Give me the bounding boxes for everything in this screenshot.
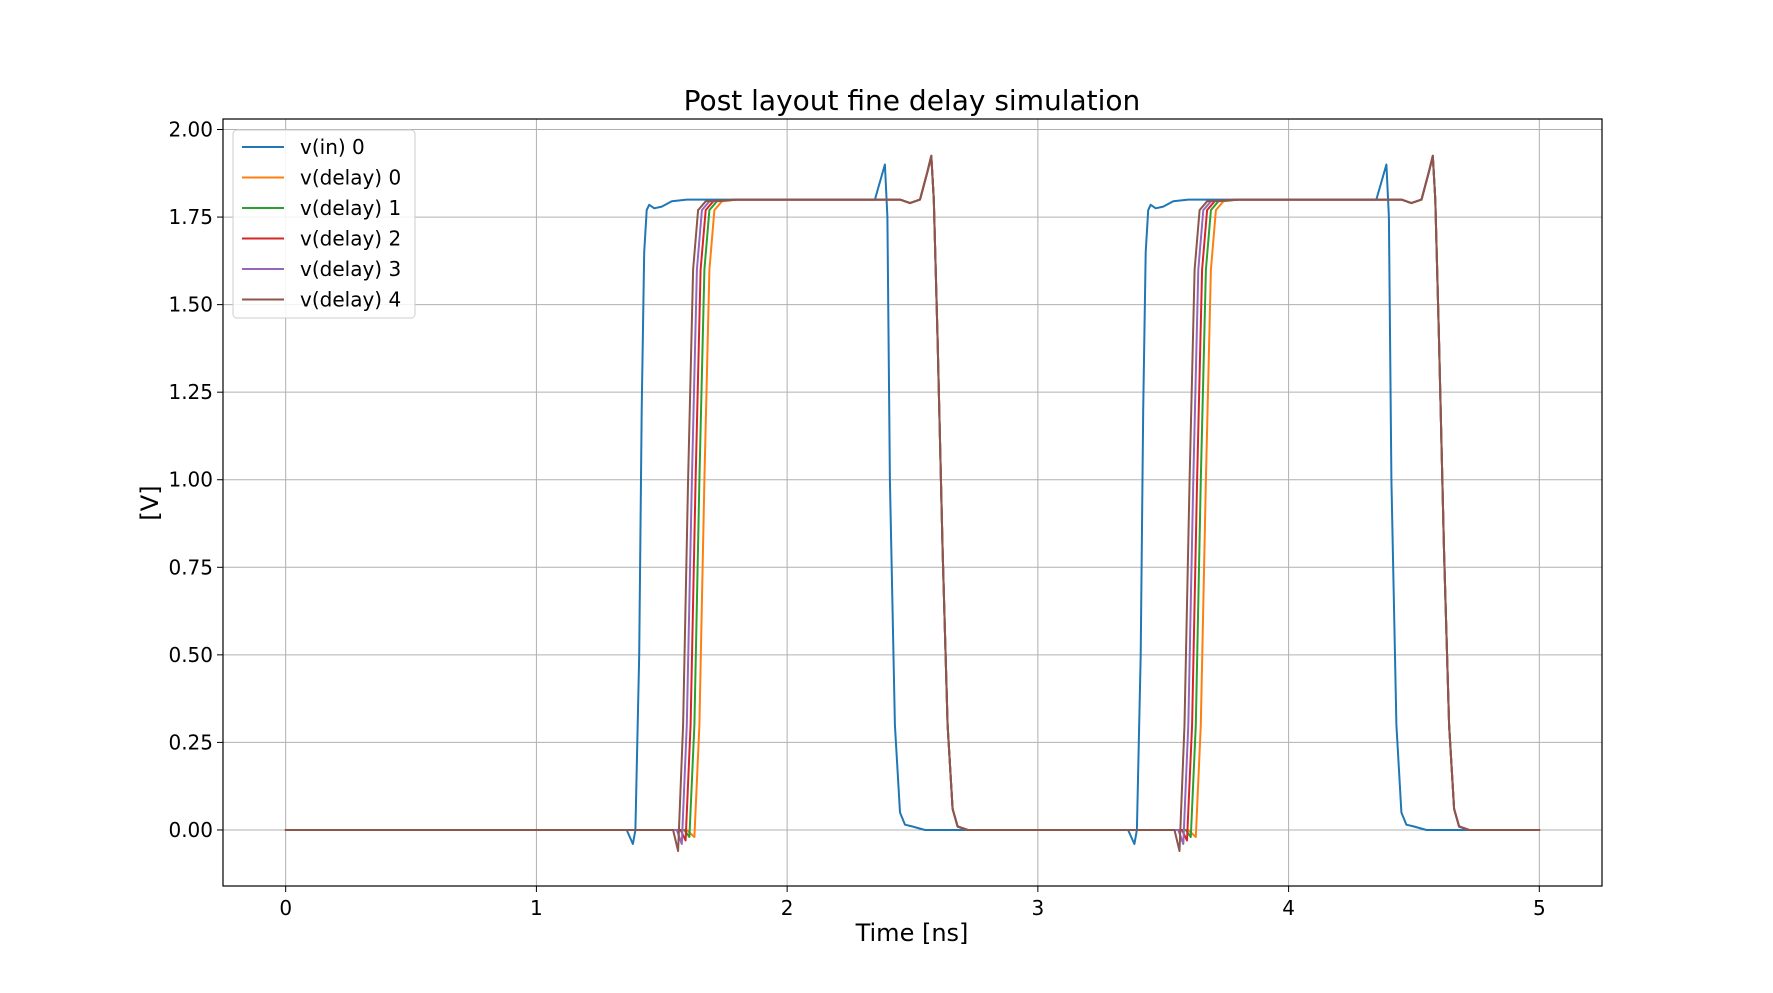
series-group [284,154,1541,852]
x-tick-label: 5 [1533,896,1546,920]
y-tick-label: 1.75 [168,205,213,229]
y-tick-label: 0.50 [168,643,213,667]
plot-frame [222,118,1603,887]
legend-label-2: v(delay) 1 [300,196,401,220]
x-tick-label: 1 [530,896,543,920]
legend-label-3: v(delay) 2 [300,227,401,251]
grid [223,119,1602,886]
legend-label-1: v(delay) 0 [300,166,401,190]
legend-label-4: v(delay) 3 [300,257,401,281]
y-tick-label: 1.00 [168,468,213,492]
x-axis-label: Time [ns] [855,919,969,947]
x-tick-label: 4 [1282,896,1295,920]
x-tick-label: 2 [781,896,794,920]
legend-label-0: v(in) 0 [300,135,365,159]
legend-label-5: v(delay) 4 [300,288,401,312]
y-tick-label: 0.00 [168,818,213,842]
series-line-5 [284,154,1541,852]
y-tick-label: 0.75 [168,555,213,579]
y-tick-label: 1.50 [168,293,213,317]
y-tick-label: 0.25 [168,730,213,754]
y-axis-label: [V] [136,485,164,520]
x-tick-label: 3 [1031,896,1044,920]
legend: v(in) 0 v(delay) 0 v(delay) 1 v(delay) 2 v(d… [232,129,416,319]
y-tick-label: 2.00 [168,118,213,142]
x-tick-label: 0 [279,896,292,920]
chart-title: Post layout fine delay simulation [684,84,1141,117]
x-axis: 0 1 2 3 4 5 [279,886,1546,920]
y-axis: 0.00 0.25 0.50 0.75 1.00 1.25 1.50 1.75 2.00 [168,118,223,842]
y-tick-label: 1.25 [168,380,213,404]
